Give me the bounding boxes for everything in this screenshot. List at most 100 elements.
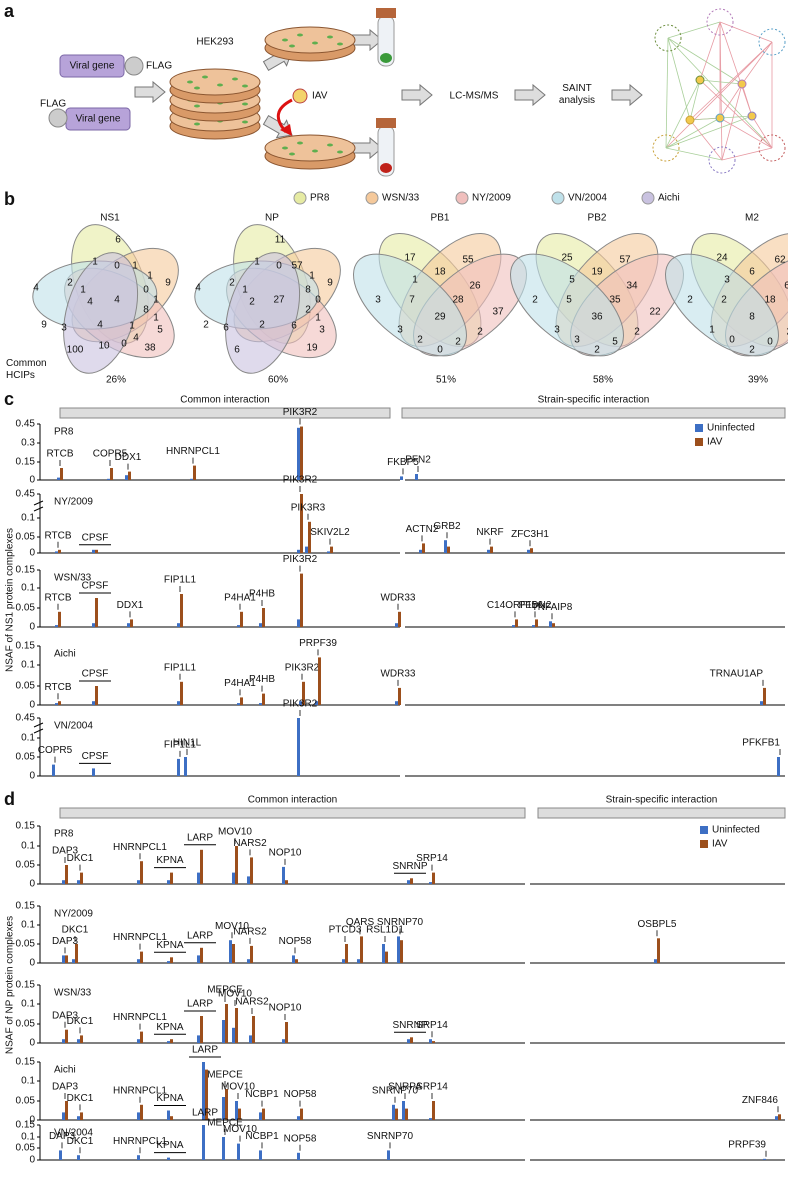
venn-count: 1 xyxy=(132,261,138,272)
cell xyxy=(282,38,288,42)
bar xyxy=(360,936,363,963)
bar-label: FIP1L1 xyxy=(164,575,197,586)
venn-count: 1 xyxy=(254,257,260,268)
strain-label: NY/2009 xyxy=(54,497,93,508)
bar-label: PIK3R2 xyxy=(283,699,318,710)
venn-count: 11 xyxy=(275,235,286,246)
venn-set xyxy=(510,253,624,357)
venn-count: 6 xyxy=(115,235,121,246)
venn-count: 1 xyxy=(92,257,98,268)
bar xyxy=(184,757,187,776)
axis-break xyxy=(33,506,44,512)
bar-label: PFDN2 xyxy=(519,600,552,611)
network-edge xyxy=(721,83,743,161)
bar-label: DKC1 xyxy=(67,1093,94,1104)
venn-count: 10 xyxy=(98,341,110,352)
bar xyxy=(202,1125,205,1160)
venn-count: 19 xyxy=(306,343,318,354)
venn-count: 6 xyxy=(234,345,240,356)
legend-label: Uninfected xyxy=(712,825,760,836)
header-bar xyxy=(537,807,786,819)
network-node xyxy=(695,75,705,85)
network-edge xyxy=(719,21,773,43)
bar xyxy=(190,478,193,480)
common-share: 51% xyxy=(436,375,456,386)
legend-label: VN/2004 xyxy=(568,193,607,204)
venn-count: 2 xyxy=(305,305,311,316)
bar-label: SKIV2L2 xyxy=(310,527,350,538)
venn-count: 3 xyxy=(61,323,67,334)
bar xyxy=(167,1041,170,1043)
network-edge xyxy=(719,117,773,149)
bar xyxy=(177,623,180,627)
axis-break xyxy=(33,728,44,734)
bar-label: FIP1L1 xyxy=(164,662,197,673)
bar xyxy=(237,1143,240,1160)
header-text: Common interaction xyxy=(180,395,269,406)
venn-count: 8 xyxy=(143,305,149,316)
bar xyxy=(80,872,83,884)
bar xyxy=(419,549,422,553)
bar xyxy=(225,1004,228,1043)
bar xyxy=(197,1035,200,1043)
group-label: KPNA xyxy=(156,855,184,866)
bar xyxy=(235,1101,238,1120)
virus-label: IAV xyxy=(312,91,328,102)
legend-label: Uninfected xyxy=(707,423,755,434)
group-label: LARP xyxy=(187,999,213,1010)
bar-label: COPR5 xyxy=(38,745,73,756)
y-tick-label: 0.45 xyxy=(16,489,36,500)
arrow xyxy=(134,80,166,104)
bar-label: RSL1D1 xyxy=(366,925,404,936)
legend-swatch xyxy=(293,191,307,205)
venn-count: 24 xyxy=(716,253,728,264)
y-tick-label: 0 xyxy=(29,1115,35,1126)
bar-label: NOP10 xyxy=(269,1003,302,1014)
y-tick-label: 0.1 xyxy=(21,1076,35,1087)
strain-label: WSN/33 xyxy=(54,988,92,999)
bar xyxy=(180,594,183,627)
cell xyxy=(194,86,200,90)
bar xyxy=(95,598,98,627)
y-tick-label: 0.45 xyxy=(16,713,36,724)
bar-label: PRPF39 xyxy=(299,638,337,649)
bar-label: NOP58 xyxy=(279,936,312,947)
venn-count: 25 xyxy=(561,253,573,264)
bar xyxy=(247,959,250,963)
bar-label: PRPF39 xyxy=(728,1139,766,1150)
strain-label: PR8 xyxy=(54,829,74,840)
bar xyxy=(137,1155,140,1160)
y-tick-label: 0.15 xyxy=(16,1120,36,1131)
bar-label: SNRPA xyxy=(388,1082,422,1093)
bar xyxy=(400,940,403,963)
bar xyxy=(232,1027,235,1043)
venn-count: 2 xyxy=(67,278,73,289)
network-edge xyxy=(741,41,773,85)
y-tick-label: 0 xyxy=(29,771,35,782)
arrow xyxy=(351,136,383,160)
bar xyxy=(297,1152,300,1160)
bar xyxy=(197,872,200,884)
venn-count: 4 xyxy=(195,283,201,294)
venn-count: 1 xyxy=(129,321,135,332)
bar xyxy=(305,546,308,553)
y-tick-label: 0 xyxy=(29,475,35,486)
venn-count: 27 xyxy=(273,295,285,306)
network-edge xyxy=(699,21,721,81)
cell xyxy=(289,152,295,156)
bar xyxy=(249,1035,252,1043)
plate xyxy=(264,26,356,54)
bar xyxy=(127,623,130,627)
venn-count: 2 xyxy=(417,335,423,346)
y-tick-label: 0 xyxy=(29,622,35,633)
bar xyxy=(282,1039,285,1043)
bar xyxy=(92,701,95,705)
bar-label: PIK3R2 xyxy=(285,662,320,673)
legend-swatch xyxy=(700,840,708,848)
bar xyxy=(232,944,235,963)
group-label: LARP xyxy=(187,930,213,941)
venn-count: 2 xyxy=(749,345,755,356)
header-text: Common interaction xyxy=(248,795,337,806)
venn-count: 2 xyxy=(687,295,693,306)
bar xyxy=(259,1150,262,1160)
